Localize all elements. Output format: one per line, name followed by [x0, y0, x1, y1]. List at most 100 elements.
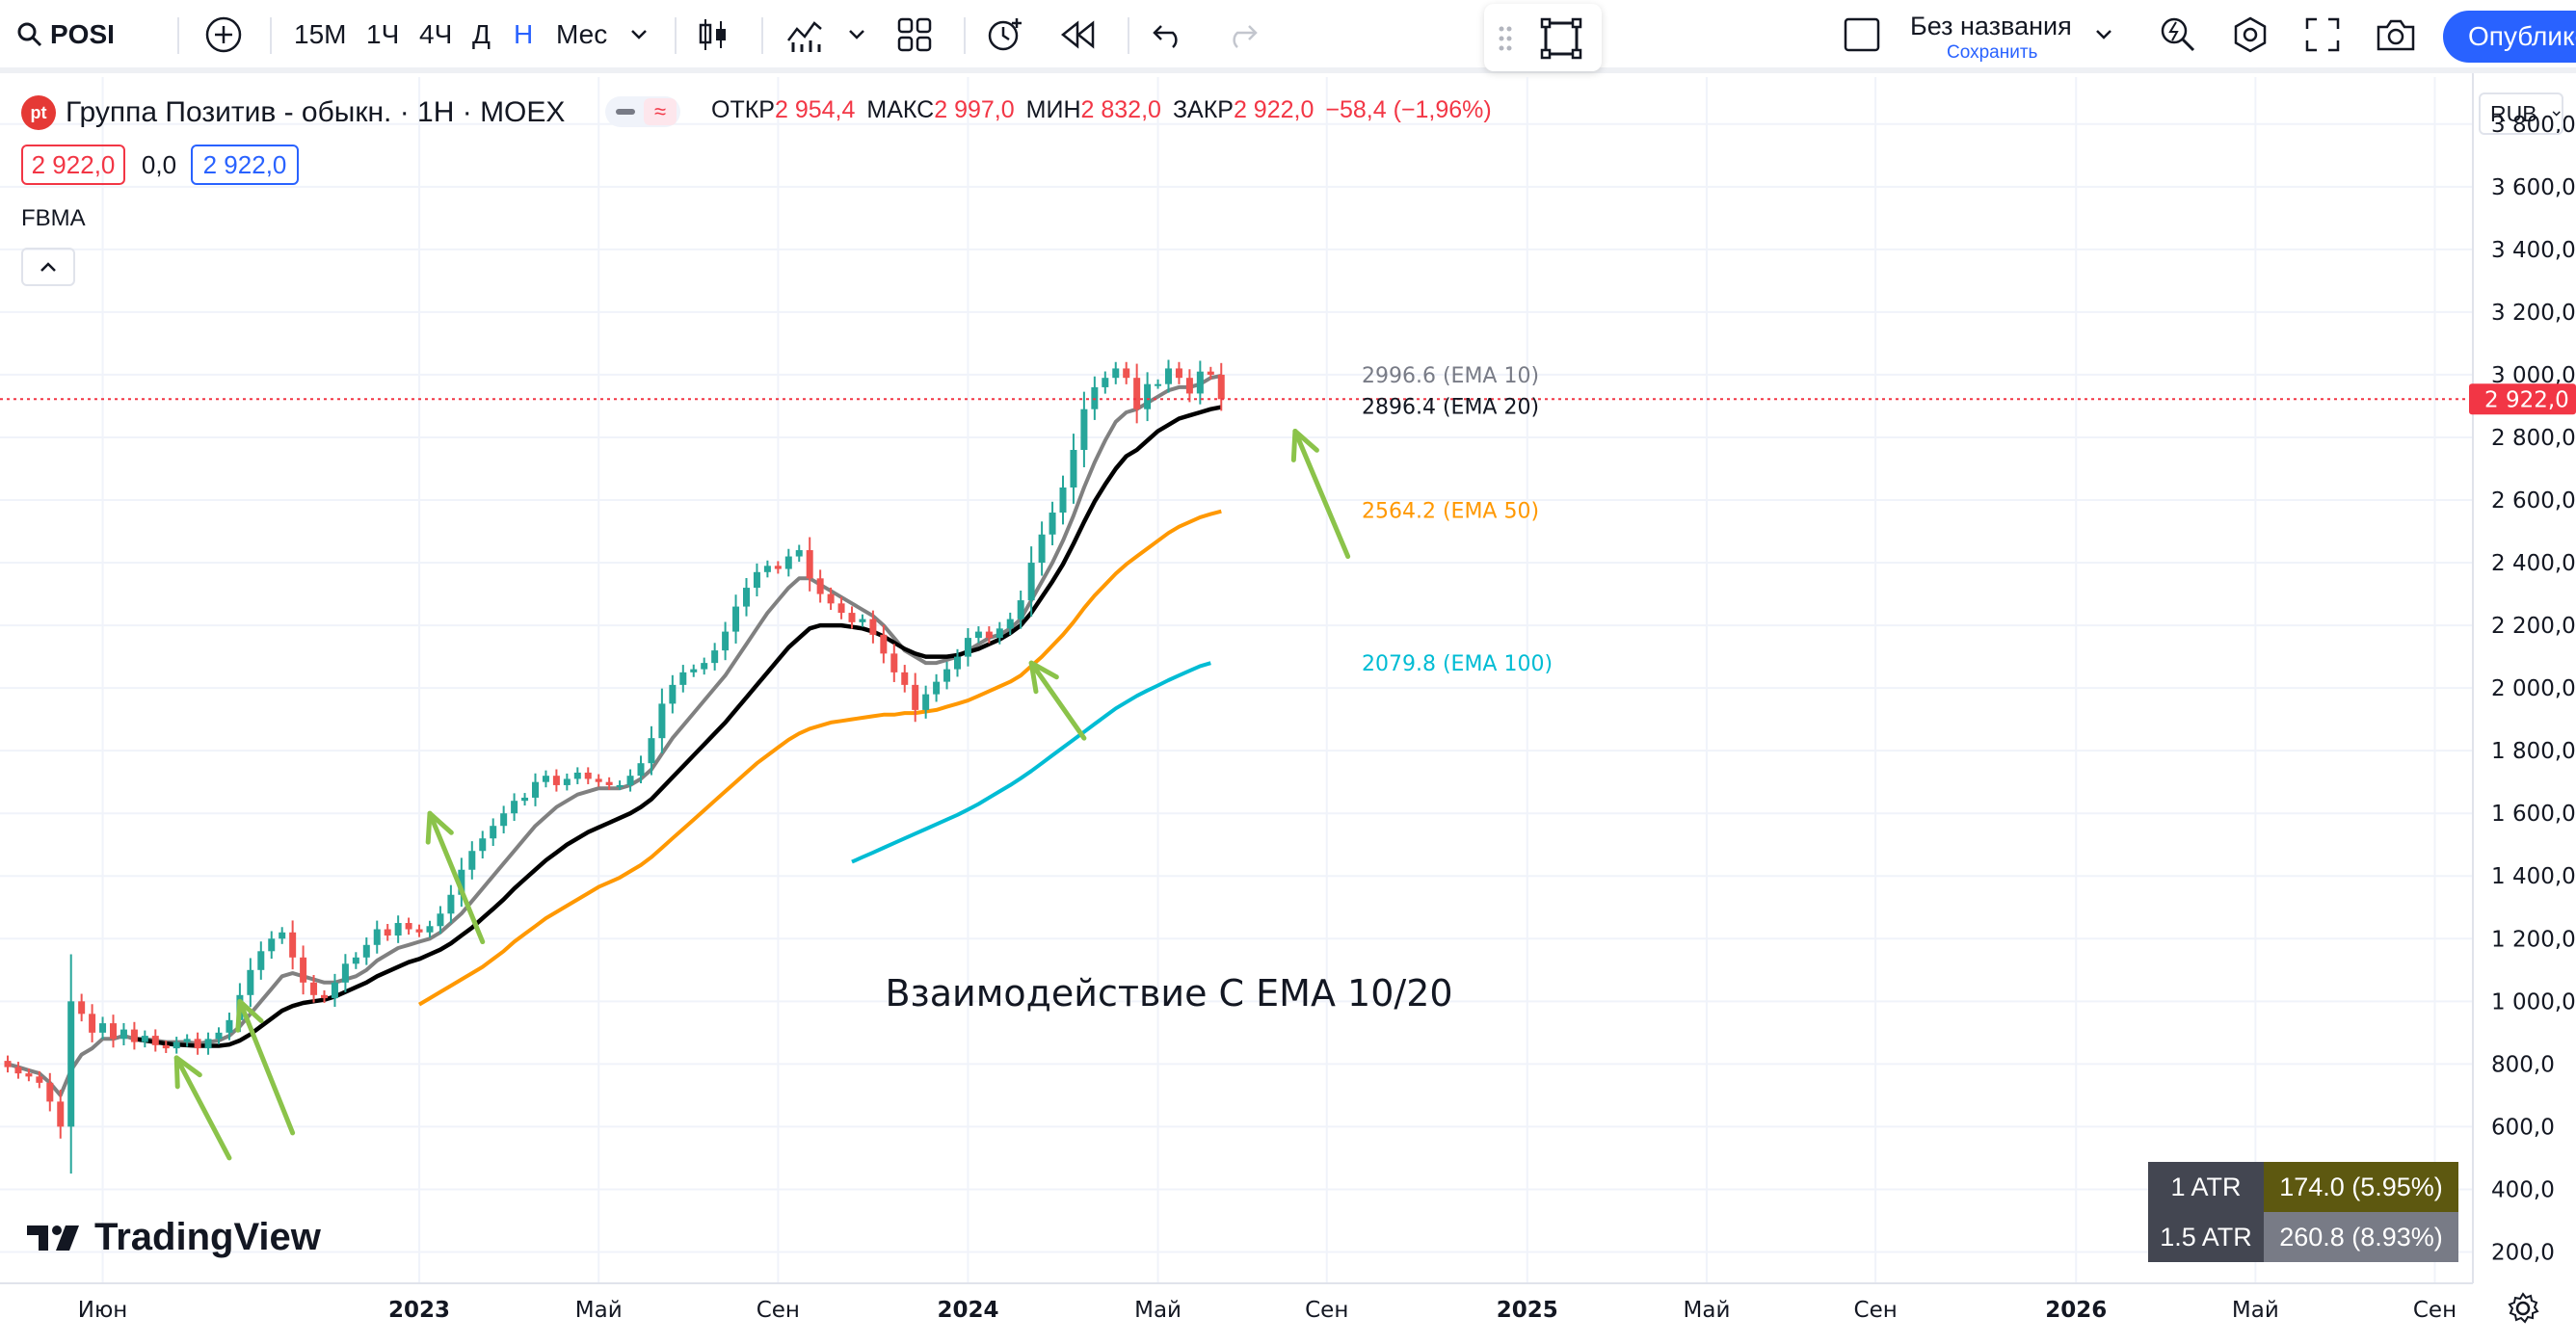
candle	[373, 920, 381, 954]
snapshot-button[interactable]	[2376, 0, 2416, 69]
candle-body	[247, 969, 254, 995]
interval-month[interactable]: Мес	[556, 19, 608, 49]
interval-1h[interactable]: 1Ч	[366, 19, 400, 49]
candle-body	[722, 631, 730, 651]
legend-collapse-button[interactable]	[21, 248, 75, 286]
quick-search-button[interactable]	[2159, 0, 2197, 69]
price-tick-label: 200,0	[2491, 1240, 2555, 1265]
time-tick-label: 2023	[388, 1298, 450, 1323]
interval-dropdown[interactable]	[628, 0, 650, 69]
candle-body	[552, 776, 560, 785]
candle	[933, 673, 941, 702]
candle	[479, 830, 487, 859]
candle	[458, 857, 465, 908]
symbol-search[interactable]: POSI	[17, 0, 115, 69]
indicator-name[interactable]: FBMA	[21, 205, 86, 231]
templates-button[interactable]	[896, 0, 933, 69]
ema-line-ema20	[134, 405, 1222, 1048]
annotation-text[interactable]: Взаимодействие С EMA 10/20	[885, 972, 1452, 1015]
indicators-icon	[787, 21, 822, 52]
interval-4h[interactable]: 4Ч	[419, 19, 453, 49]
price-tick-label: 2 400,0	[2491, 551, 2576, 576]
candle-body	[616, 784, 624, 787]
candle-body	[447, 894, 455, 914]
chevron-up-icon	[40, 262, 56, 272]
candle	[1038, 521, 1046, 576]
candle	[1144, 372, 1152, 422]
symbol-legend[interactable]: pt Группа Позитив - обыкн. · 1Н · MOEX	[21, 93, 565, 132]
fullscreen-icon	[2305, 17, 2340, 52]
legend-visibility-toggle[interactable]: ≈	[605, 96, 680, 127]
layout-toggle[interactable]	[1844, 0, 1880, 69]
candle	[922, 685, 930, 719]
lightning-search-icon	[2161, 17, 2195, 52]
low-label: МИН	[1025, 96, 1081, 123]
candle-body	[1038, 534, 1046, 564]
fullscreen-button[interactable]	[2305, 0, 2340, 69]
candle	[816, 569, 824, 603]
candle	[669, 674, 677, 714]
candle	[964, 628, 971, 667]
candle-body	[763, 566, 771, 572]
candle	[352, 952, 359, 969]
toolbar-divider	[1128, 17, 1129, 54]
settings-icon	[2234, 16, 2267, 53]
candle	[99, 1016, 107, 1040]
arrow	[235, 998, 296, 1136]
chevron-down-icon	[631, 30, 647, 40]
arrow-head	[425, 810, 454, 845]
candle	[1027, 546, 1035, 617]
layout-save-link[interactable]: Сохранить	[1947, 42, 2038, 63]
candle	[289, 920, 297, 970]
redo-button[interactable]	[1224, 0, 1259, 69]
close-label: ЗАКР	[1172, 96, 1234, 123]
arrow-head	[235, 998, 264, 1033]
price-tick-label: 3 400,0	[2491, 238, 2576, 263]
interval-15m[interactable]: 15М	[294, 19, 347, 49]
publish-button[interactable]: Опубликовать	[2443, 11, 2576, 63]
settings-button[interactable]	[2231, 0, 2270, 69]
atr-table: 1 ATR 174.0 (5.95%) 1.5 ATR 260.8 (8.93%…	[2148, 1162, 2458, 1262]
layout-name[interactable]: Без названия	[1910, 12, 2072, 40]
alert-button[interactable]	[985, 0, 1025, 69]
candle	[974, 626, 982, 644]
currency-select[interactable]: RUB	[2479, 92, 2563, 135]
candle-body	[1175, 368, 1182, 379]
candle	[120, 1022, 127, 1046]
chevron-down-icon	[2552, 111, 2561, 117]
layout-dropdown[interactable]	[2093, 0, 2114, 69]
indicators-dropdown[interactable]	[846, 0, 867, 69]
low-value: 2 832,0	[1080, 96, 1161, 123]
interval-day[interactable]: Д	[472, 19, 491, 49]
candle	[827, 587, 835, 610]
sell-price[interactable]: 2 922,0	[21, 145, 125, 185]
price-chart[interactable]: 2996.6 (EMA 10) 2896.4 (EMA 20) 2564.2 (EM…	[0, 73, 2576, 1344]
candle	[405, 917, 412, 936]
axis-settings-button[interactable]	[2506, 1291, 2540, 1331]
candle	[595, 774, 602, 787]
candle-body	[373, 929, 381, 945]
interval-week[interactable]: Н	[514, 19, 534, 49]
price-tick-label: 1 600,0	[2491, 802, 2576, 827]
candle-body	[563, 778, 571, 785]
undo-button[interactable]	[1152, 0, 1186, 69]
price-tick-label: 1 200,0	[2491, 927, 2576, 952]
square-icon	[1844, 17, 1880, 52]
search-icon	[17, 22, 42, 47]
buy-price[interactable]: 2 922,0	[191, 145, 299, 185]
candle-body	[289, 932, 297, 958]
candle	[573, 767, 581, 784]
indicators-button[interactable]	[785, 0, 824, 69]
candle	[25, 1068, 33, 1082]
drawing-toolbar-handle[interactable]	[1484, 4, 1602, 71]
select-area-icon[interactable]	[1540, 17, 1582, 60]
compare-add-button[interactable]	[204, 0, 243, 69]
watermark-text: TradingView	[94, 1216, 321, 1258]
chart-type-button[interactable]	[696, 0, 730, 69]
candle	[890, 644, 898, 682]
atr-value: 260.8 (8.93%)	[2264, 1212, 2458, 1262]
alarm-clock-icon	[988, 18, 1022, 51]
wave-icon: ≈	[644, 98, 677, 125]
tradingview-logo[interactable]: TradingView	[25, 1216, 321, 1259]
replay-button[interactable]	[1060, 0, 1097, 69]
